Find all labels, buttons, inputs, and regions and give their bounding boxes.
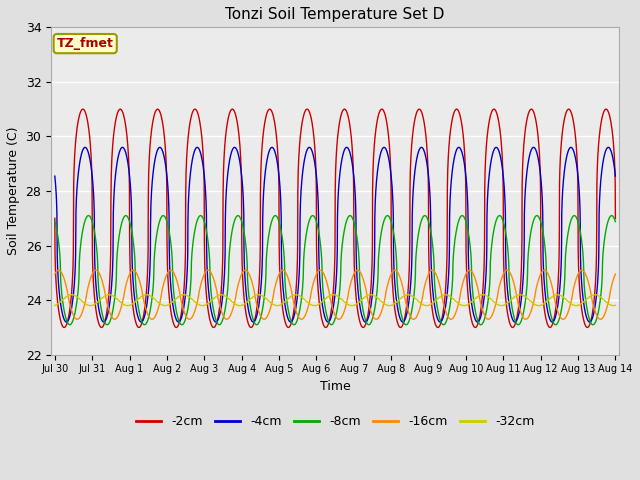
Line: -2cm: -2cm <box>55 109 616 327</box>
-2cm <box>60 324 68 330</box>
-8cm <box>540 237 548 243</box>
-2cm <box>612 216 620 221</box>
-16cm <box>115 311 123 317</box>
-4cm <box>148 179 156 185</box>
-32cm <box>148 294 156 300</box>
-32cm <box>601 298 609 303</box>
-32cm <box>266 299 274 305</box>
Text: TZ_fmet: TZ_fmet <box>57 37 114 50</box>
-8cm <box>291 322 298 327</box>
-16cm <box>51 271 59 277</box>
-32cm <box>68 292 76 298</box>
-8cm <box>148 294 156 300</box>
-8cm <box>608 213 616 218</box>
-8cm <box>115 234 123 240</box>
-8cm <box>601 236 609 242</box>
-4cm <box>612 173 620 179</box>
Line: -32cm: -32cm <box>55 295 616 306</box>
-16cm <box>596 316 604 322</box>
-4cm <box>266 146 274 152</box>
-8cm <box>266 225 274 231</box>
Line: -16cm: -16cm <box>55 270 616 319</box>
-2cm <box>266 106 274 112</box>
-2cm <box>540 305 548 311</box>
-32cm <box>540 300 548 306</box>
Y-axis label: Soil Temperature (C): Soil Temperature (C) <box>7 127 20 255</box>
-4cm <box>63 319 70 325</box>
-16cm <box>540 267 548 273</box>
-16cm <box>266 307 274 312</box>
-8cm <box>612 219 620 225</box>
-16cm <box>601 311 609 317</box>
Line: -4cm: -4cm <box>55 147 616 322</box>
-2cm <box>148 122 156 128</box>
-32cm <box>610 303 618 309</box>
-4cm <box>540 279 548 285</box>
-4cm <box>51 173 59 179</box>
-32cm <box>612 302 620 308</box>
-2cm <box>51 216 59 221</box>
-2cm <box>291 305 298 311</box>
-4cm <box>604 144 612 150</box>
-8cm <box>66 322 74 328</box>
-4cm <box>115 151 123 156</box>
Line: -8cm: -8cm <box>55 216 616 325</box>
-16cm <box>612 271 620 277</box>
-8cm <box>51 219 59 225</box>
-4cm <box>601 152 609 157</box>
-32cm <box>291 292 298 298</box>
-16cm <box>148 316 156 322</box>
-32cm <box>115 298 123 303</box>
-2cm <box>115 107 123 113</box>
-16cm <box>55 267 63 273</box>
-4cm <box>291 312 298 318</box>
-32cm <box>51 302 59 308</box>
Title: Tonzi Soil Temperature Set D: Tonzi Soil Temperature Set D <box>225 7 445 22</box>
Legend: -2cm, -4cm, -8cm, -16cm, -32cm: -2cm, -4cm, -8cm, -16cm, -32cm <box>131 410 540 433</box>
X-axis label: Time: Time <box>320 380 351 393</box>
-16cm <box>291 302 298 308</box>
-2cm <box>601 108 609 113</box>
-2cm <box>602 106 610 112</box>
